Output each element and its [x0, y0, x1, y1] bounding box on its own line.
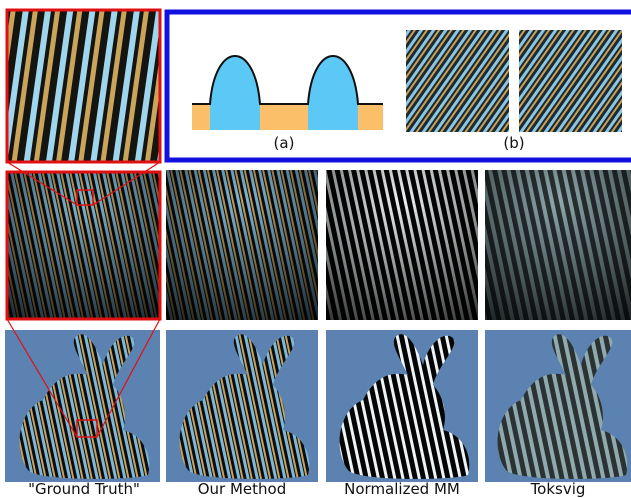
closeup-row: [7, 170, 631, 320]
column-label: "Ground Truth": [28, 480, 140, 498]
column-label: Normalized MM: [344, 480, 460, 498]
diagram-b-image: [519, 30, 622, 132]
zoom-image: [7, 10, 160, 162]
column-label: Toksvig: [530, 480, 586, 498]
column-label: Our Method: [198, 480, 287, 498]
label-a: (a): [274, 134, 295, 152]
diagram-b-image: [406, 30, 509, 132]
label-b: (b): [503, 134, 524, 152]
bunny-row: [5, 330, 631, 482]
figure: (a) (b) "Ground Truth" Our Method Normal…: [0, 0, 631, 498]
